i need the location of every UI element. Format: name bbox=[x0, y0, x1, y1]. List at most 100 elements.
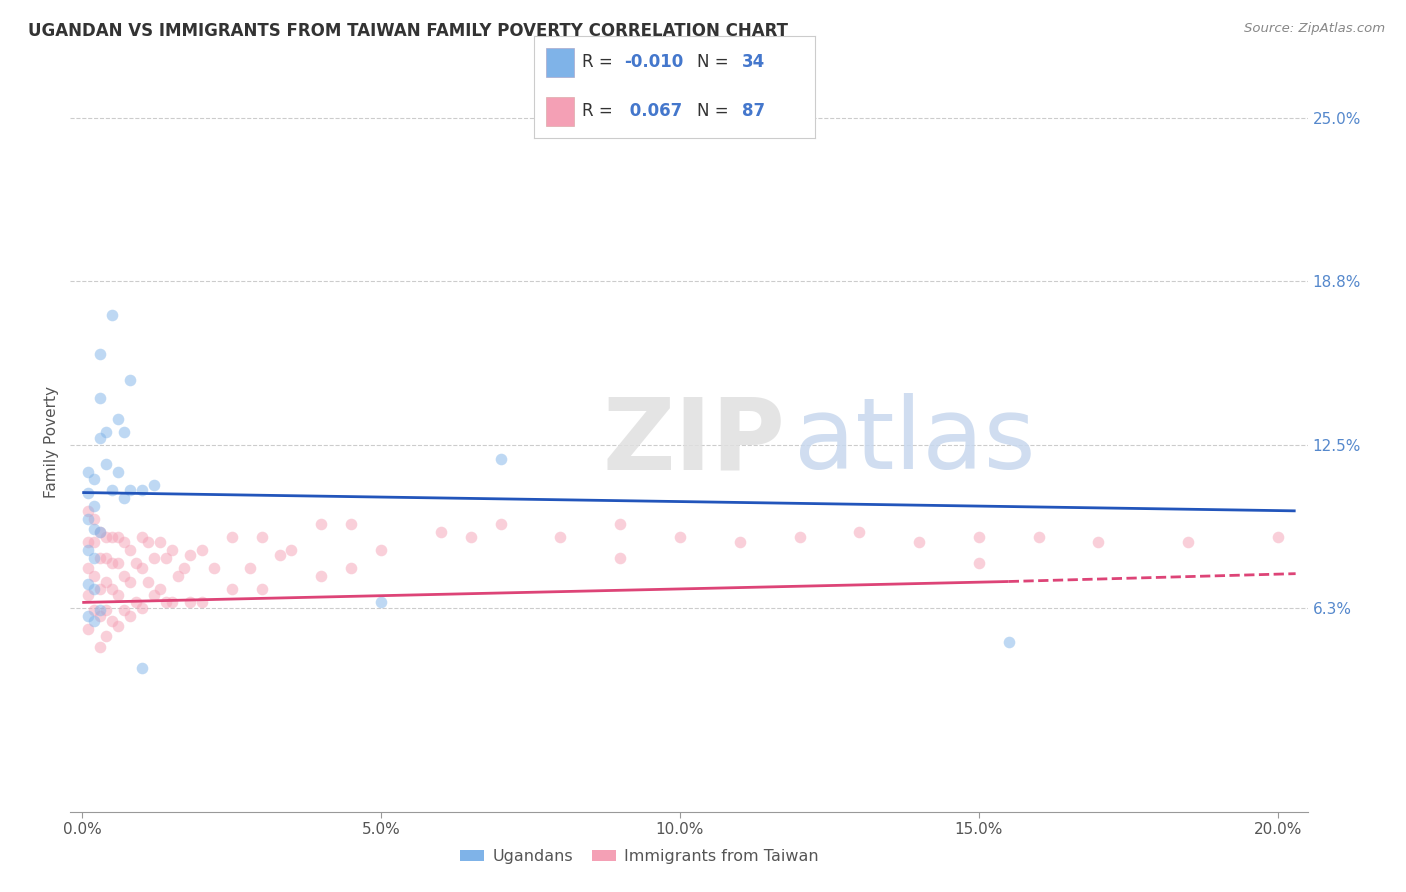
Point bbox=[239, 561, 262, 575]
Point bbox=[430, 524, 453, 539]
Point bbox=[107, 619, 129, 633]
Point bbox=[143, 551, 166, 566]
Point bbox=[96, 530, 118, 544]
Point bbox=[77, 577, 100, 591]
Point bbox=[173, 561, 195, 575]
Legend: Ugandans, Immigrants from Taiwan: Ugandans, Immigrants from Taiwan bbox=[454, 843, 825, 871]
Point bbox=[120, 483, 142, 497]
Point bbox=[83, 512, 105, 526]
Point bbox=[460, 530, 482, 544]
Point bbox=[155, 551, 177, 566]
Point bbox=[112, 535, 135, 549]
Point bbox=[83, 551, 105, 566]
Point bbox=[77, 465, 100, 479]
Point bbox=[112, 425, 135, 440]
Point bbox=[179, 549, 201, 563]
Point bbox=[96, 425, 118, 440]
Point bbox=[167, 569, 190, 583]
Point bbox=[96, 603, 118, 617]
Point bbox=[997, 634, 1019, 648]
Point bbox=[143, 477, 166, 491]
Point bbox=[96, 551, 118, 566]
Point bbox=[269, 549, 291, 563]
Point bbox=[96, 574, 118, 589]
Point bbox=[83, 535, 105, 549]
Point bbox=[125, 595, 148, 609]
Point bbox=[101, 614, 124, 628]
Point bbox=[370, 543, 392, 558]
Text: UGANDAN VS IMMIGRANTS FROM TAIWAN FAMILY POVERTY CORRELATION CHART: UGANDAN VS IMMIGRANTS FROM TAIWAN FAMILY… bbox=[28, 22, 789, 40]
Point bbox=[83, 569, 105, 583]
Point bbox=[120, 543, 142, 558]
Point bbox=[160, 595, 183, 609]
Point bbox=[609, 551, 631, 566]
Point bbox=[107, 530, 129, 544]
Text: 87: 87 bbox=[742, 102, 765, 120]
Point bbox=[160, 543, 183, 558]
Text: N =: N = bbox=[697, 102, 734, 120]
Point bbox=[340, 516, 363, 531]
Point bbox=[77, 512, 100, 526]
Point bbox=[89, 392, 111, 406]
Point bbox=[136, 535, 159, 549]
Point bbox=[179, 595, 201, 609]
Point bbox=[77, 485, 100, 500]
Point bbox=[131, 483, 153, 497]
Point bbox=[280, 543, 302, 558]
Point bbox=[967, 556, 990, 570]
Point bbox=[89, 603, 111, 617]
Point bbox=[1177, 535, 1199, 549]
Point bbox=[191, 543, 214, 558]
Point bbox=[96, 629, 118, 643]
Point bbox=[101, 308, 124, 322]
Point bbox=[89, 431, 111, 445]
Point bbox=[131, 600, 153, 615]
Point bbox=[101, 530, 124, 544]
Text: -0.010: -0.010 bbox=[624, 53, 683, 70]
Point bbox=[107, 412, 129, 426]
Point bbox=[101, 483, 124, 497]
Y-axis label: Family Poverty: Family Poverty bbox=[44, 385, 59, 498]
Point bbox=[489, 516, 512, 531]
Point bbox=[191, 595, 214, 609]
Point bbox=[1087, 535, 1109, 549]
Point bbox=[155, 595, 177, 609]
Point bbox=[107, 588, 129, 602]
Point bbox=[77, 608, 100, 623]
Text: atlas: atlas bbox=[794, 393, 1036, 490]
Point bbox=[101, 556, 124, 570]
Point bbox=[489, 451, 512, 466]
Point bbox=[1028, 530, 1050, 544]
Point bbox=[669, 530, 692, 544]
Point bbox=[908, 535, 931, 549]
Point bbox=[112, 603, 135, 617]
Text: Source: ZipAtlas.com: Source: ZipAtlas.com bbox=[1244, 22, 1385, 36]
Point bbox=[107, 556, 129, 570]
Point bbox=[120, 608, 142, 623]
Point bbox=[149, 582, 172, 597]
Point bbox=[136, 574, 159, 589]
Point bbox=[609, 516, 631, 531]
Point bbox=[131, 530, 153, 544]
Point bbox=[221, 582, 243, 597]
Point bbox=[89, 582, 111, 597]
Point bbox=[107, 465, 129, 479]
Point bbox=[131, 661, 153, 675]
Point bbox=[1267, 530, 1289, 544]
Point bbox=[250, 582, 273, 597]
Point bbox=[101, 582, 124, 597]
Point bbox=[967, 530, 990, 544]
Bar bbox=[546, 97, 574, 126]
Text: N =: N = bbox=[697, 53, 734, 70]
Point bbox=[77, 535, 100, 549]
Point bbox=[77, 622, 100, 636]
Point bbox=[89, 551, 111, 566]
Point bbox=[340, 561, 363, 575]
Point bbox=[89, 347, 111, 361]
Point bbox=[728, 535, 751, 549]
Point bbox=[311, 569, 333, 583]
Text: ZIP: ZIP bbox=[602, 393, 785, 490]
Text: R =: R = bbox=[582, 53, 619, 70]
Point bbox=[89, 608, 111, 623]
Point bbox=[83, 499, 105, 513]
